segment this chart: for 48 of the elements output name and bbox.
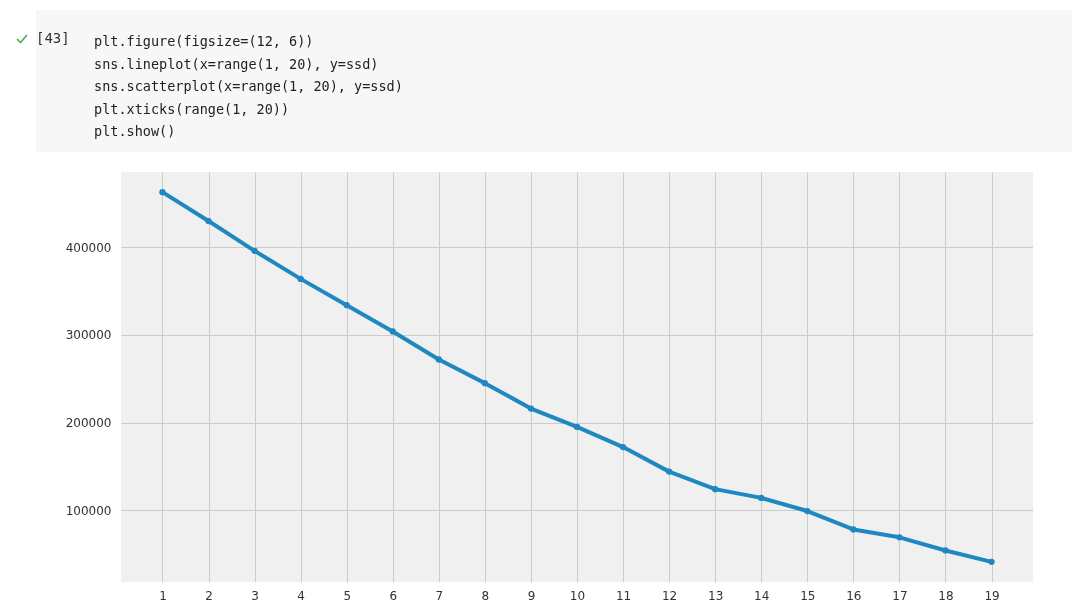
text: sns.lineplot(x=range(1, 20), y=ssd): [94, 55, 379, 72]
point: [804, 507, 811, 515]
x-tick-label: 4: [297, 588, 305, 601]
text: [43]: [36, 30, 70, 46]
y-tick-label: 200000: [65, 416, 112, 431]
x-tick-label: 19: [984, 588, 1000, 601]
x-tick-label: 8: [481, 588, 490, 601]
point: [435, 356, 442, 363]
x-tick-label: 13: [708, 588, 724, 601]
point: [665, 468, 673, 475]
x-tick-label: 15: [800, 588, 816, 601]
x-tick-label: 11: [615, 588, 632, 601]
x-tick-label: 7: [435, 588, 444, 601]
text: plt.xticks(range(1, 20)): [94, 100, 290, 117]
x-tick-label: 12: [661, 588, 678, 601]
x-tick-label: 10: [569, 588, 586, 601]
x-tick-label: 18: [938, 588, 954, 601]
x-tick-label: 16: [846, 588, 862, 601]
text: plt.show(): [94, 123, 176, 139]
point: [758, 494, 765, 502]
point: [988, 558, 995, 566]
point: [712, 485, 719, 493]
point: [527, 405, 535, 412]
point: [619, 443, 627, 451]
y-tick-label: 400000: [65, 240, 112, 255]
text: sns.scatterplot(x=range(1, 20), y=ssd): [94, 78, 403, 94]
point: [159, 188, 166, 196]
point: [389, 328, 396, 335]
text: plt.figure(figsize=(12, 6)): [94, 33, 314, 49]
point: [343, 302, 350, 309]
x-tick-label: 9: [527, 588, 536, 601]
point: [850, 526, 857, 533]
x-tick-label: 5: [343, 588, 352, 601]
point: [297, 275, 304, 283]
x-tick-label: 2: [205, 588, 213, 601]
x-tick-label: 17: [892, 588, 908, 601]
x-tick-label: 3: [251, 588, 259, 601]
point: [205, 217, 212, 225]
y-tick-label: 300000: [65, 328, 112, 343]
point: [942, 547, 949, 554]
y-tick-label: 100000: [65, 503, 112, 518]
point: [251, 247, 258, 254]
x-tick-label: 6: [389, 588, 398, 601]
point: [481, 379, 489, 387]
x-tick-label: 1: [159, 588, 167, 601]
x-tick-label: 14: [754, 588, 770, 601]
point: [896, 534, 903, 541]
point: [573, 423, 581, 431]
